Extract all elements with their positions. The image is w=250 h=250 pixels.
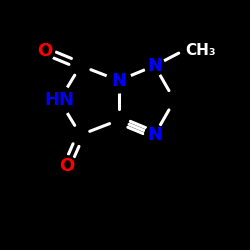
- Circle shape: [35, 41, 54, 61]
- Circle shape: [145, 56, 165, 76]
- Text: O: O: [37, 42, 52, 60]
- Text: N: N: [147, 57, 162, 75]
- Text: HN: HN: [44, 91, 74, 109]
- Circle shape: [145, 125, 165, 145]
- Text: O: O: [59, 157, 74, 175]
- Text: CH₃: CH₃: [186, 43, 216, 58]
- Text: N: N: [111, 72, 126, 90]
- Circle shape: [57, 156, 77, 176]
- Circle shape: [106, 68, 131, 93]
- Circle shape: [45, 86, 74, 115]
- Text: N: N: [147, 126, 162, 144]
